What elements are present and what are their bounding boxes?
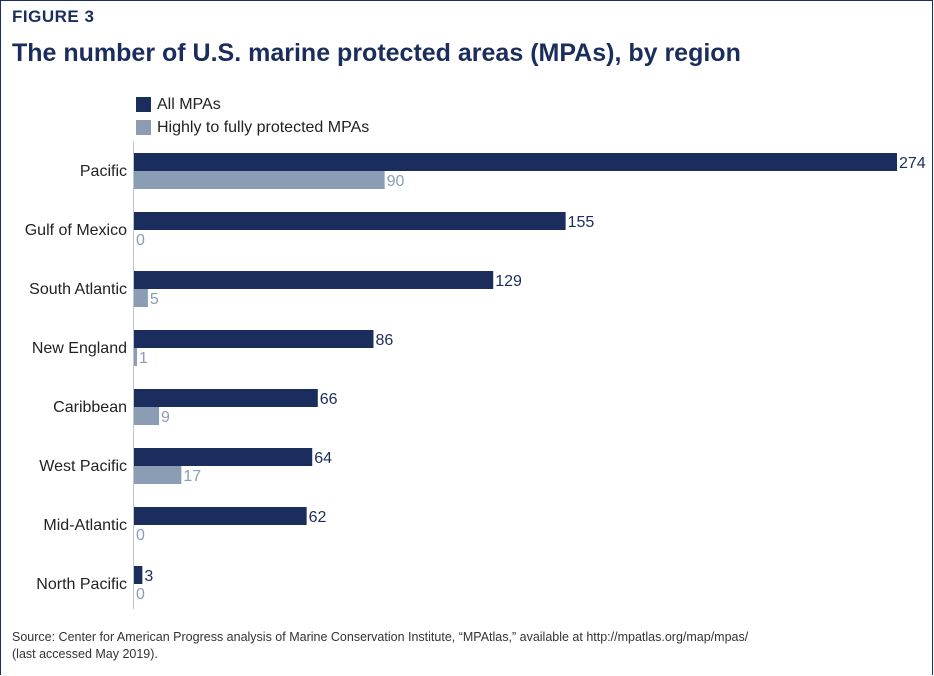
bar-all-mpas (134, 153, 897, 171)
data-label-protected: 90 (387, 173, 405, 190)
data-label-protected: 0 (136, 527, 145, 544)
legend: All MPAs Highly to fully protected MPAs (136, 93, 369, 139)
category-label: Pacific (80, 163, 127, 180)
data-label-protected: 0 (136, 232, 145, 249)
category-label: Caribbean (53, 399, 127, 416)
bar-all-mpas (134, 448, 313, 466)
data-label-all: 155 (568, 214, 595, 231)
bar-protected-mpas (134, 407, 160, 425)
source-line-2: (last accessed May 2019). (12, 647, 158, 661)
legend-label-all: All MPAs (157, 95, 221, 113)
bar-all-mpas (134, 566, 143, 584)
legend-label-protected: Highly to fully protected MPAs (157, 118, 370, 136)
data-label-all: 62 (309, 509, 327, 526)
category-label: South Atlantic (29, 281, 127, 298)
bar-protected-mpas (134, 289, 148, 307)
data-label-all: 3 (144, 568, 153, 585)
data-label-all: 129 (495, 273, 522, 290)
legend-swatch-protected (136, 120, 151, 135)
data-label-protected: 17 (183, 468, 201, 485)
category-label: North Pacific (36, 576, 127, 593)
source-line-1: Source: Center for American Progress ana… (12, 630, 749, 644)
category-label: Gulf of Mexico (25, 222, 127, 239)
category-label: West Pacific (39, 458, 127, 475)
data-label-all: 64 (314, 450, 332, 467)
data-label-all: 66 (320, 391, 338, 408)
data-label-protected: 0 (136, 586, 145, 603)
legend-swatch-all (136, 97, 151, 112)
bar-all-mpas (134, 389, 318, 407)
data-label-protected: 5 (150, 291, 159, 308)
data-label-protected: 9 (161, 409, 170, 426)
category-label: Mid-Atlantic (43, 517, 127, 534)
bar-protected-mpas (134, 348, 137, 366)
source-note: Source: Center for American Progress ana… (12, 629, 748, 663)
figure-label: FIGURE 3 (12, 7, 95, 26)
data-label-all: 86 (375, 332, 393, 349)
category-label: New England (32, 340, 127, 357)
data-label-protected: 1 (139, 350, 148, 367)
bar-all-mpas (134, 330, 374, 348)
bar-all-mpas (134, 507, 307, 525)
bar-protected-mpas (134, 466, 182, 484)
legend-item-protected: Highly to fully protected MPAs (136, 116, 369, 139)
bar-protected-mpas (134, 171, 385, 189)
legend-item-all: All MPAs (136, 93, 369, 116)
bar-all-mpas (134, 212, 566, 230)
chart-title: The number of U.S. marine protected area… (12, 39, 741, 67)
bar-all-mpas (134, 271, 494, 289)
data-label-all: 274 (899, 155, 926, 172)
